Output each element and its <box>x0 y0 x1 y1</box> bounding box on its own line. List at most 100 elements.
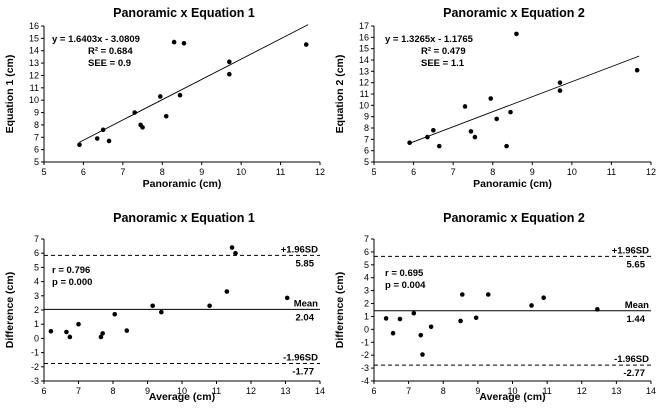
data-point <box>472 134 478 140</box>
y-tick-label: 5 <box>364 260 369 270</box>
y-tick-label: 7 <box>34 234 39 244</box>
data-point <box>459 292 465 297</box>
data-point <box>436 143 442 149</box>
data-point <box>458 318 463 324</box>
data-point <box>159 309 164 315</box>
y-tick-label: 8 <box>34 120 39 130</box>
data-point <box>181 41 187 46</box>
x-tick-label: 7 <box>406 386 411 396</box>
upper-limit-label: +1.96SD <box>281 244 318 255</box>
x-tick-label: 8 <box>490 167 495 177</box>
data-point <box>100 331 105 336</box>
mean-value: 2.04 <box>296 312 315 323</box>
y-tick-label: 2 <box>364 299 369 309</box>
y-tick-label: 7 <box>364 234 369 244</box>
y-tick-label: 7 <box>34 132 39 142</box>
y-tick-label: -2 <box>361 350 369 360</box>
y-tick-label: -3 <box>361 363 369 373</box>
x-tick-label: 12 <box>315 167 325 177</box>
data-point <box>428 324 434 330</box>
y-tick-label: -4 <box>361 376 369 386</box>
data-point <box>529 303 534 308</box>
data-point <box>67 334 73 340</box>
data-point <box>420 352 425 357</box>
y-tick-label: 11 <box>360 89 369 99</box>
data-point <box>224 289 230 294</box>
x-tick-label: 9 <box>530 167 535 177</box>
data-point <box>98 334 104 340</box>
data-point <box>140 125 145 130</box>
y-tick-label: 0 <box>34 333 39 343</box>
chart-title: Panoramic x Equation 1 <box>113 6 255 20</box>
annotation-text: p = 0.004 <box>385 280 426 291</box>
y-tick-label: 15 <box>29 33 39 43</box>
y-tick-label: -1 <box>31 348 39 358</box>
regression-line <box>409 55 640 144</box>
data-point <box>557 80 563 85</box>
x-axis-title: Average (cm) <box>149 391 215 403</box>
lower-limit-label: -1.96SD <box>283 353 318 364</box>
annotation-text: SEE = 1.1 <box>421 58 465 69</box>
data-point <box>303 42 309 47</box>
y-tick-label: 6 <box>34 145 39 155</box>
y-tick-label: 5 <box>364 157 369 167</box>
data-point <box>488 96 494 101</box>
annotation-text: SEE = 0.9 <box>88 58 131 69</box>
lower-limit-value: -2.77 <box>623 368 645 379</box>
mean-label: Mean <box>625 300 649 311</box>
y-tick-label: -1 <box>361 337 369 347</box>
x-tick-label: 6 <box>81 167 86 177</box>
y-tick-label: 10 <box>29 95 39 105</box>
data-point <box>462 104 468 109</box>
x-axis-title: Average (cm) <box>479 391 545 403</box>
chart-panel-1: Panoramic x Equation 1 5 6 7 8 9 10 11 12 13 14 15 1… <box>4 6 325 190</box>
upper-limit-value: 5.85 <box>296 258 315 269</box>
x-tick-label: 12 <box>646 167 656 177</box>
data-point <box>106 138 112 144</box>
x-tick-label: 9 <box>145 386 150 396</box>
x-tick-label: 6 <box>411 167 416 177</box>
annotation-text: p = 0.000 <box>52 277 92 288</box>
annotation-text: y = 1.3265x - 1.1765 <box>385 34 474 45</box>
annotation-text: R² = 0.479 <box>421 46 466 57</box>
data-point <box>64 329 69 335</box>
lower-limit-value: -1.77 <box>292 367 314 378</box>
y-tick-label: 3 <box>34 291 39 301</box>
data-point <box>227 59 232 65</box>
x-tick-label: 13 <box>611 386 621 396</box>
data-point <box>76 321 81 327</box>
regression-line <box>79 24 309 143</box>
x-tick-label: 7 <box>76 386 81 396</box>
data-point <box>163 113 169 119</box>
y-tick-label: 14 <box>359 55 369 65</box>
mean-value: 1.44 <box>627 314 646 325</box>
data-point <box>94 136 100 141</box>
data-point <box>383 316 389 321</box>
annotation-text: r = 0.796 <box>52 265 90 276</box>
y-tick-label: -2 <box>31 362 39 372</box>
x-tick-label: 6 <box>41 386 46 396</box>
data-point <box>411 310 417 316</box>
y-tick-label: 11 <box>30 83 39 93</box>
data-point <box>425 134 430 140</box>
data-point <box>557 88 563 93</box>
chart-title: Panoramic x Equation 2 <box>443 6 585 20</box>
data-point <box>112 311 118 317</box>
x-tick-label: 6 <box>371 386 376 396</box>
data-point <box>229 245 235 250</box>
data-point <box>397 316 403 322</box>
x-axis-title: Panoramic (cm) <box>143 178 222 190</box>
x-tick-label: 10 <box>177 386 187 396</box>
chart-title: Panoramic x Equation 2 <box>443 211 585 225</box>
data-point <box>48 329 54 334</box>
y-tick-label: 7 <box>364 134 369 144</box>
y-tick-label: 4 <box>364 273 369 283</box>
y-tick-label: 1 <box>34 319 39 329</box>
y-axis-title: Difference (cm) <box>334 272 346 348</box>
data-point <box>508 109 513 115</box>
y-tick-label: 4 <box>34 277 39 287</box>
x-tick-label: 5 <box>371 167 376 177</box>
y-tick-label: 10 <box>359 100 369 110</box>
y-tick-label: 13 <box>29 58 39 68</box>
